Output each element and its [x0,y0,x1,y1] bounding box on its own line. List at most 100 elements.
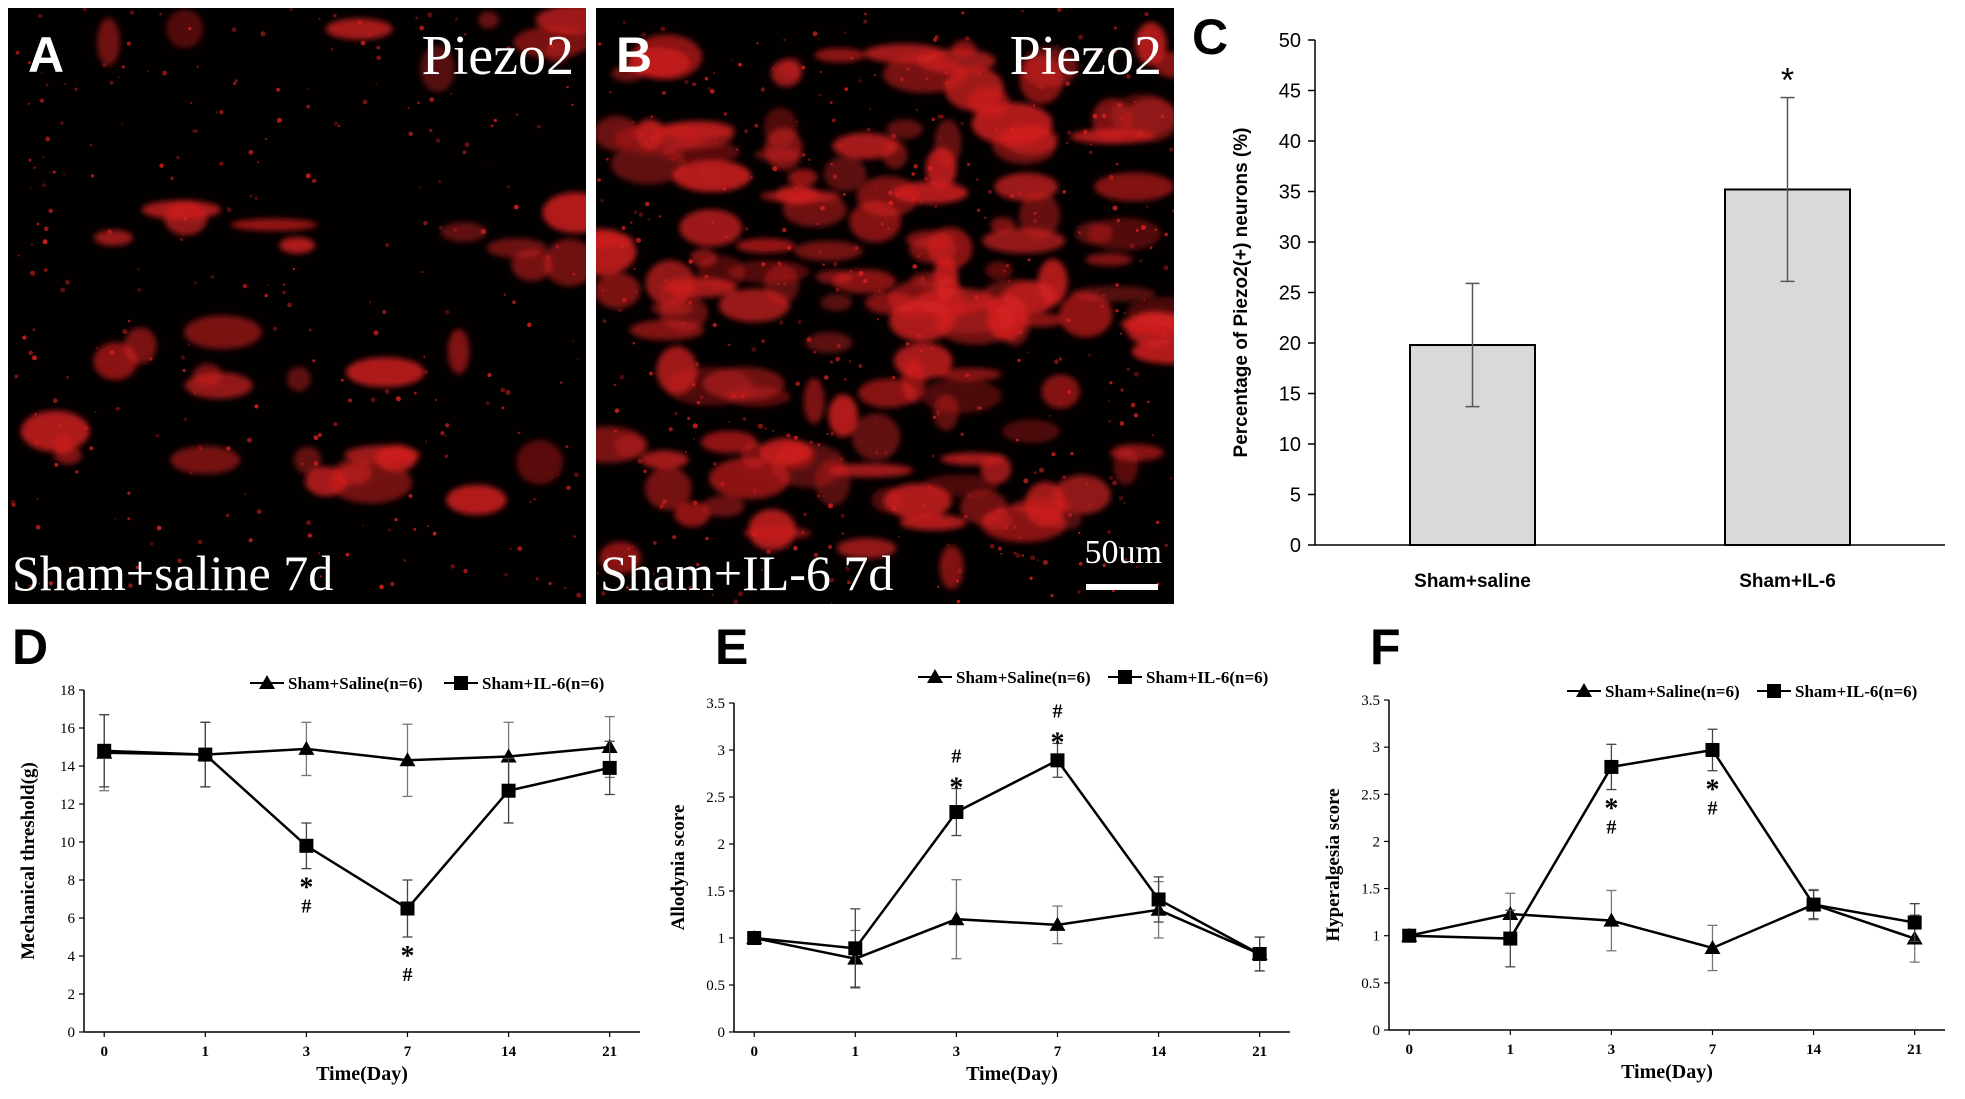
fluorescent-speck [535,577,539,581]
fluorescent-speck [1115,283,1119,287]
fluorescent-speck [312,359,316,363]
fluorescent-speck [1102,50,1104,53]
fluorescent-speck [829,101,833,104]
fluorescent-speck [906,67,910,71]
y-tick-label: 18 [60,683,75,699]
fluorescent-speck [340,378,344,382]
fluorescent-speck [635,290,637,293]
fluorescent-speck [1018,330,1023,334]
fluorescent-cell [814,458,851,506]
fluorescent-speck [82,8,87,12]
fluorescent-cell [832,132,899,160]
fluorescent-speck [122,329,128,334]
fluorescent-speck [66,375,69,379]
legend-entry: Sham+Saline(n=6) [1605,682,1740,701]
y-tick-label: 3 [1373,740,1381,756]
fluorescent-speck [373,330,379,336]
fluorescent-speck [1149,449,1151,452]
fluorescent-speck [1066,318,1071,323]
fluorescent-speck [333,13,337,18]
fluorescent-speck [609,91,612,94]
fluorescent-speck [911,198,915,202]
significance-hash: # [1606,817,1616,839]
fluorescent-speck [390,581,395,587]
micrograph-b-signal [596,8,1174,604]
fluorescent-speck [137,288,142,292]
fluorescent-speck [692,500,698,506]
fluorescent-cell [345,357,425,388]
fluorescent-speck [376,45,381,50]
fluorescent-speck [48,171,51,174]
fluorescent-speck [453,228,457,232]
fluorescent-speck [1142,315,1147,320]
series-line-0 [1408,903,1916,950]
fluorescent-speck [693,437,696,440]
scale-bar-label: 50um [1084,534,1162,571]
fluorescent-speck [1118,495,1124,501]
x-tick-label: 7 [404,1044,412,1060]
fluorescent-speck [920,276,926,282]
fluorescent-speck [601,591,606,596]
fluorescent-speck [1107,530,1112,534]
fluorescent-speck [1027,351,1030,354]
fluorescent-speck [1119,332,1122,335]
fluorescent-speck [997,546,1002,551]
fluorescent-speck [961,11,965,15]
data-point [1704,939,1721,954]
fluorescent-speck [874,420,877,424]
fluorescent-speck [264,293,268,298]
fluorescent-speck [348,398,353,403]
x-tick-label: 21 [1907,1042,1922,1058]
fluorescent-speck [248,149,254,155]
fluorescent-speck [1168,324,1173,329]
fluorescent-speck [806,337,812,343]
fluorescent-speck [752,531,758,537]
fluorescent-cell [447,328,470,374]
fluorescent-speck [182,368,186,373]
x-tick-label: 14 [1151,1044,1167,1060]
fluorescent-speck [195,129,198,133]
fluorescent-speck [462,150,467,155]
fluorescent-speck [845,567,850,572]
fluorescent-speck [966,162,971,167]
fluorescent-speck [39,98,45,103]
line-chart-mechanical: 0 2 4 6 8 10 12 14 16 18 0 1 3 7 14 21 Time(Day) Mechanic… [18,674,640,1085]
fluorescent-speck [429,97,435,103]
fluorescent-speck [1138,316,1141,319]
fluorescent-speck [215,111,219,114]
fluorescent-speck [58,425,62,428]
fluorescent-speck [1078,531,1081,535]
fluorescent-cell [736,238,796,253]
panel-letter-b: B [616,27,653,83]
fluorescent-speck [184,417,188,421]
fluorescent-speck [1065,81,1070,87]
fluorescent-speck [1102,310,1105,313]
fluorescent-speck [776,282,780,286]
fluorescent-speck [503,293,507,296]
fluorescent-speck [17,254,20,257]
fluorescent-speck [972,303,976,308]
fluorescent-speck [1013,525,1017,530]
fluorescent-speck [793,545,798,551]
fluorescent-speck [751,346,757,352]
fluorescent-speck [11,503,16,507]
fluorescent-speck [287,302,292,308]
fluorescent-cell [596,232,634,248]
fluorescent-speck [1160,114,1165,119]
fluorescent-speck [990,544,995,549]
fluorescent-speck [858,79,862,83]
fluorescent-speck [1108,475,1114,481]
fluorescent-speck [407,107,410,110]
fluorescent-speck [455,17,458,21]
fluorescent-speck [27,102,30,105]
fluorescent-cell [980,454,1012,484]
data-point [1705,742,1720,757]
fluorescent-speck [37,13,43,19]
fluorescent-cell [920,378,1002,414]
fluorescent-speck [850,56,854,60]
fluorescent-speck [565,445,569,449]
fluorescent-speck [843,378,847,381]
fluorescent-speck [847,580,851,584]
fluorescent-speck [1133,371,1139,377]
fluorescent-speck [408,131,413,136]
